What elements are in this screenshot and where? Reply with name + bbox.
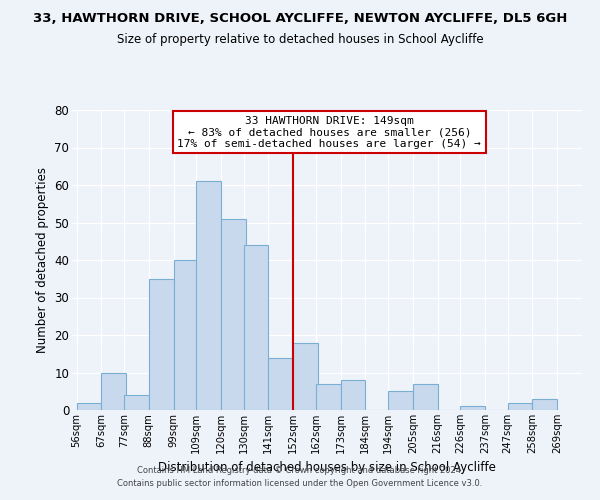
Bar bbox=[77, 402, 101, 410]
Bar bbox=[508, 402, 532, 410]
Bar bbox=[413, 384, 437, 410]
Y-axis label: Number of detached properties: Number of detached properties bbox=[36, 167, 49, 353]
Text: 33, HAWTHORN DRIVE, SCHOOL AYCLIFFE, NEWTON AYCLIFFE, DL5 6GH: 33, HAWTHORN DRIVE, SCHOOL AYCLIFFE, NEW… bbox=[33, 12, 567, 26]
Bar bbox=[388, 391, 413, 410]
Bar bbox=[173, 260, 199, 410]
Bar bbox=[532, 399, 557, 410]
Bar bbox=[124, 395, 149, 410]
Text: 33 HAWTHORN DRIVE: 149sqm
← 83% of detached houses are smaller (256)
17% of semi: 33 HAWTHORN DRIVE: 149sqm ← 83% of detac… bbox=[178, 116, 481, 149]
Bar bbox=[293, 342, 318, 410]
X-axis label: Distribution of detached houses by size in School Aycliffe: Distribution of detached houses by size … bbox=[158, 462, 496, 474]
Bar bbox=[101, 372, 126, 410]
Bar bbox=[341, 380, 365, 410]
Bar bbox=[268, 358, 293, 410]
Text: Contains HM Land Registry data © Crown copyright and database right 2024.
Contai: Contains HM Land Registry data © Crown c… bbox=[118, 466, 482, 487]
Bar bbox=[244, 245, 268, 410]
Bar bbox=[316, 384, 341, 410]
Text: Size of property relative to detached houses in School Aycliffe: Size of property relative to detached ho… bbox=[116, 32, 484, 46]
Bar bbox=[196, 181, 221, 410]
Bar bbox=[460, 406, 485, 410]
Bar bbox=[221, 219, 246, 410]
Bar bbox=[149, 279, 173, 410]
